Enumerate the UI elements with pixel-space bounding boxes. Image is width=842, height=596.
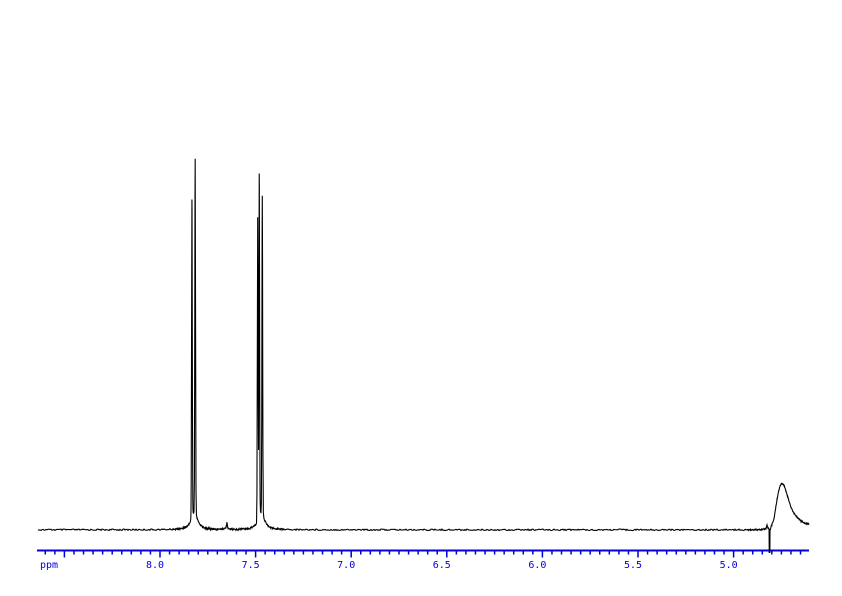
x-axis-unit-label: ppm — [40, 560, 58, 571]
x-tick-label: 6.0 — [528, 560, 546, 571]
x-tick-label: 5.5 — [624, 560, 642, 571]
spectrum-trace — [37, 158, 810, 553]
x-tick-label: 8.0 — [146, 560, 164, 571]
x-tick-label: 5.0 — [720, 560, 738, 571]
x-tick-label: 7.5 — [242, 560, 260, 571]
x-tick-label: 6.5 — [433, 560, 451, 571]
x-tick-label: 7.0 — [337, 560, 355, 571]
